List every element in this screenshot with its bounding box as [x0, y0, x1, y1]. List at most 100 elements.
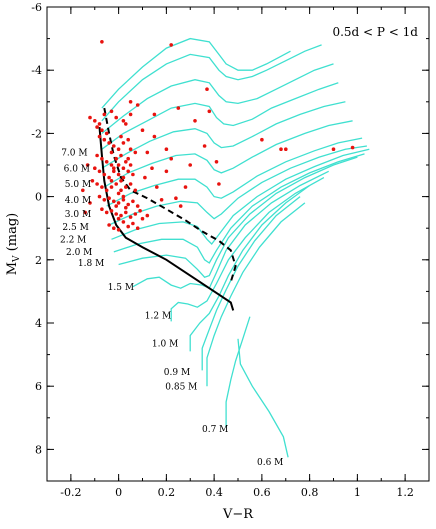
star-point	[174, 196, 178, 200]
star-point	[109, 109, 114, 114]
star-point	[131, 199, 135, 204]
star-point	[114, 156, 118, 161]
star-point	[116, 172, 121, 177]
star-point	[112, 144, 116, 148]
star-point	[112, 226, 116, 230]
star-point	[102, 137, 107, 142]
star-point	[128, 100, 133, 104]
star-point	[126, 169, 130, 174]
star-point	[109, 179, 114, 183]
star-point	[183, 185, 188, 189]
star-point	[119, 188, 123, 193]
star-point	[188, 163, 192, 167]
evolutionary-track-1	[101, 37, 291, 109]
evolutionary-track-7	[106, 137, 363, 207]
period-annotation: 0.5d < P < 1d	[332, 25, 418, 39]
evolutionary-track-15	[201, 196, 301, 371]
star-point	[100, 207, 104, 211]
star-point	[97, 169, 102, 174]
mass-label: 0.85 M	[165, 382, 197, 392]
star-point	[116, 147, 121, 151]
x-tick-label: 1.2	[396, 486, 414, 499]
star-point	[140, 128, 145, 132]
star-point	[150, 166, 154, 170]
star-point	[104, 160, 109, 164]
star-point	[140, 216, 145, 221]
y-axis-label-unit: (mag)	[5, 213, 20, 256]
star-point	[128, 182, 133, 186]
star-point	[135, 204, 140, 208]
star-point	[100, 128, 104, 132]
star-point	[109, 209, 114, 213]
star-point	[81, 188, 85, 193]
star-point	[124, 205, 128, 210]
star-point	[100, 156, 104, 161]
star-point	[260, 137, 264, 142]
star-point	[155, 185, 159, 189]
mass-labels: 7.0 M 6.0 M 5.0 M 4.0 M 3.0 M 2.5 M 2.2 M 2.0 M…	[60, 149, 283, 469]
star-point	[350, 145, 355, 150]
star-point	[126, 156, 130, 161]
star-point	[104, 210, 109, 215]
star-point	[116, 163, 121, 167]
star-point	[97, 134, 102, 139]
star-point	[93, 119, 97, 123]
star-point	[107, 223, 111, 227]
y-tick-label: 2	[35, 254, 42, 267]
star-point	[114, 182, 118, 186]
star-point	[284, 147, 288, 151]
star-point	[169, 43, 173, 47]
star-point	[104, 131, 109, 136]
star-point	[164, 169, 169, 174]
star-point	[109, 185, 114, 189]
star-point	[114, 204, 118, 208]
y-tick-label: 8	[35, 443, 42, 456]
star-point	[131, 172, 135, 177]
star-point	[121, 119, 126, 123]
star-point	[133, 212, 138, 216]
star-point	[159, 198, 164, 202]
star-point	[207, 109, 212, 114]
x-axis-label: V−R	[222, 507, 254, 522]
mass-label: 0.7 M	[202, 425, 228, 435]
mass-label: 2.0 M	[66, 248, 92, 258]
instability-strip-lines	[98, 107, 237, 311]
y-axis-label-main: M	[5, 262, 20, 275]
star-point	[128, 215, 133, 219]
star-point	[119, 213, 123, 218]
evolutionary-track-4	[101, 82, 339, 150]
star-point	[107, 196, 111, 200]
evolutionary-track-6	[103, 120, 353, 188]
star-point	[95, 153, 99, 158]
star-point	[124, 160, 128, 164]
mass-label: 5.0 M	[65, 180, 91, 190]
star-point	[133, 150, 138, 155]
star-point	[214, 160, 219, 164]
star-point	[131, 221, 135, 226]
evolutionary-track-2	[101, 44, 322, 122]
star-point	[114, 212, 118, 216]
star-point	[128, 112, 133, 117]
mass-label: 3.0 M	[65, 210, 91, 220]
star-point	[119, 179, 123, 183]
star-point	[112, 169, 116, 174]
star-point	[121, 141, 126, 145]
evolutionary-track-11	[118, 156, 358, 278]
star-point	[116, 201, 121, 205]
star-point	[104, 188, 109, 193]
star-point	[205, 87, 209, 91]
star-point	[116, 228, 121, 232]
mass-label: 1.0 M	[152, 340, 178, 350]
mass-label: 2.5 M	[62, 223, 88, 233]
star-point	[95, 125, 99, 129]
star-point	[116, 191, 121, 196]
star-point	[133, 188, 138, 193]
evolutionary-track-13	[170, 177, 325, 322]
star-point	[100, 40, 104, 44]
star-point	[85, 163, 90, 167]
star-point	[128, 147, 133, 151]
star-point	[193, 119, 197, 123]
star-point	[95, 182, 99, 186]
evolutionary-track-8	[108, 145, 367, 226]
